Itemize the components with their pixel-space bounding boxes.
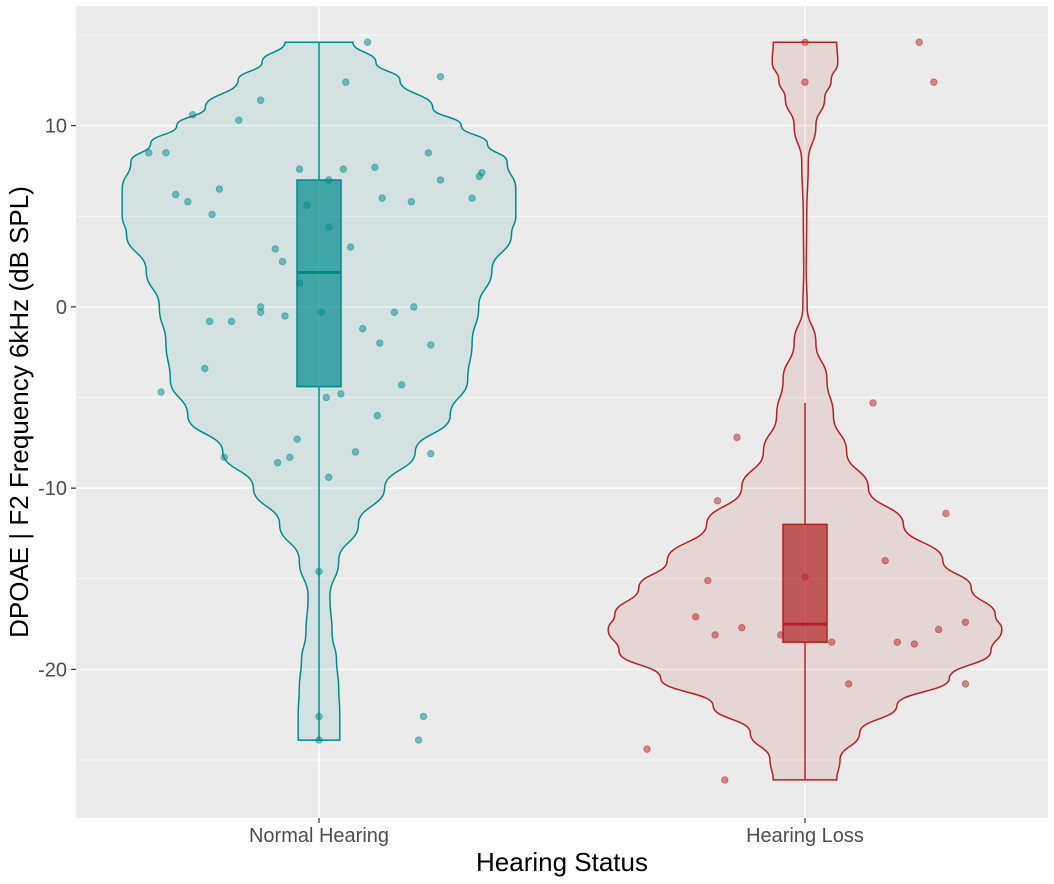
data-point [410, 303, 418, 311]
box-iqr [782, 523, 828, 643]
data-point [478, 169, 486, 177]
data-point [359, 324, 367, 333]
data-point [256, 308, 265, 317]
data-point [424, 149, 433, 157]
data-point [376, 339, 384, 347]
box-iqr [296, 179, 342, 388]
data-point [351, 448, 360, 456]
data-point [468, 194, 476, 202]
data-point [436, 72, 445, 81]
data-point [188, 111, 197, 119]
data-point [801, 573, 809, 581]
data-point [733, 433, 741, 442]
data-point [363, 38, 372, 46]
data-point [342, 78, 350, 86]
y-axis-title: DPOAE | F2 Frequency 6kHz (dB SPL) [4, 186, 34, 638]
data-point [373, 411, 382, 420]
data-point [315, 736, 323, 744]
data-point [371, 163, 379, 172]
data-point [930, 78, 938, 86]
data-point [961, 618, 970, 626]
x-tick-label: Hearing Loss [746, 825, 864, 847]
y-tick-label: -20 [38, 659, 67, 681]
data-point [295, 165, 304, 173]
x-tick-label: Normal Hearing [249, 825, 389, 847]
data-point [801, 38, 809, 46]
data-point [227, 317, 236, 326]
data-point [184, 198, 192, 206]
data-point [235, 116, 243, 124]
data-point [286, 453, 294, 462]
data-point [893, 638, 902, 646]
x-axis-title: Hearing Status [476, 847, 648, 877]
y-axis: 10 0 -10 -20 [38, 116, 76, 681]
data-point [961, 680, 970, 688]
data-point [201, 364, 209, 373]
data-point [208, 210, 216, 219]
data-point [317, 308, 326, 317]
data-point [711, 631, 719, 639]
data-point [397, 381, 406, 389]
data-point [171, 190, 180, 199]
data-point [845, 680, 853, 688]
data-point [315, 712, 323, 721]
y-tick-label: -10 [38, 478, 67, 500]
data-point [157, 388, 165, 396]
data-point [303, 201, 311, 210]
data-point [390, 308, 399, 317]
data-point [414, 736, 423, 744]
data-point [220, 453, 228, 462]
data-point [337, 390, 345, 398]
data-point [738, 623, 746, 632]
data-point [721, 776, 729, 784]
data-point [942, 509, 950, 518]
data-point [419, 712, 428, 721]
data-point [407, 198, 416, 206]
data-point [436, 176, 445, 184]
data-point [801, 78, 809, 86]
y-tick-label: 0 [56, 297, 67, 319]
y-tick-label: 10 [45, 116, 67, 138]
boxplots [296, 42, 828, 780]
data-point [427, 341, 435, 349]
data-point [869, 399, 877, 407]
data-point [278, 257, 287, 266]
data-point [915, 38, 923, 46]
data-point [828, 638, 836, 646]
data-point [315, 567, 323, 576]
data-point [271, 245, 279, 253]
data-point [934, 625, 943, 634]
data-point [691, 613, 700, 621]
data-point [339, 165, 347, 173]
x-axis: Normal Hearing Hearing Loss [249, 818, 864, 847]
jitter-points [145, 38, 970, 784]
data-point [215, 185, 224, 193]
data-point [205, 317, 214, 326]
data-point [777, 631, 785, 639]
data-point [704, 576, 712, 585]
data-point [325, 176, 333, 184]
data-point [378, 194, 386, 202]
data-point [162, 149, 170, 157]
data-point [281, 312, 289, 320]
data-point [322, 393, 330, 402]
data-point [910, 640, 919, 648]
data-point [427, 449, 435, 458]
data-point [346, 243, 355, 251]
data-point [256, 96, 265, 104]
data-point [713, 497, 722, 505]
data-point [325, 473, 333, 481]
data-point [145, 149, 153, 157]
data-point [643, 745, 651, 753]
panel-background [76, 6, 1048, 818]
data-point [881, 556, 889, 565]
data-point [293, 435, 301, 443]
data-point [325, 223, 333, 231]
data-point [295, 279, 304, 288]
data-point [273, 459, 282, 467]
